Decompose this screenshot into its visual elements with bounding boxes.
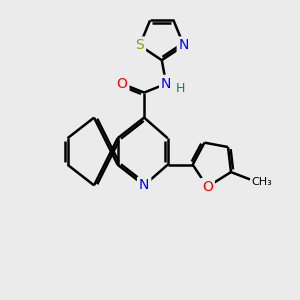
Text: H: H [176,82,186,95]
Text: N: N [161,77,171,91]
Text: CH₃: CH₃ [252,177,272,187]
Text: O: O [117,77,128,91]
Text: S: S [135,38,144,52]
Text: N: N [179,38,189,52]
Text: O: O [202,180,213,194]
Text: N: N [139,178,149,192]
